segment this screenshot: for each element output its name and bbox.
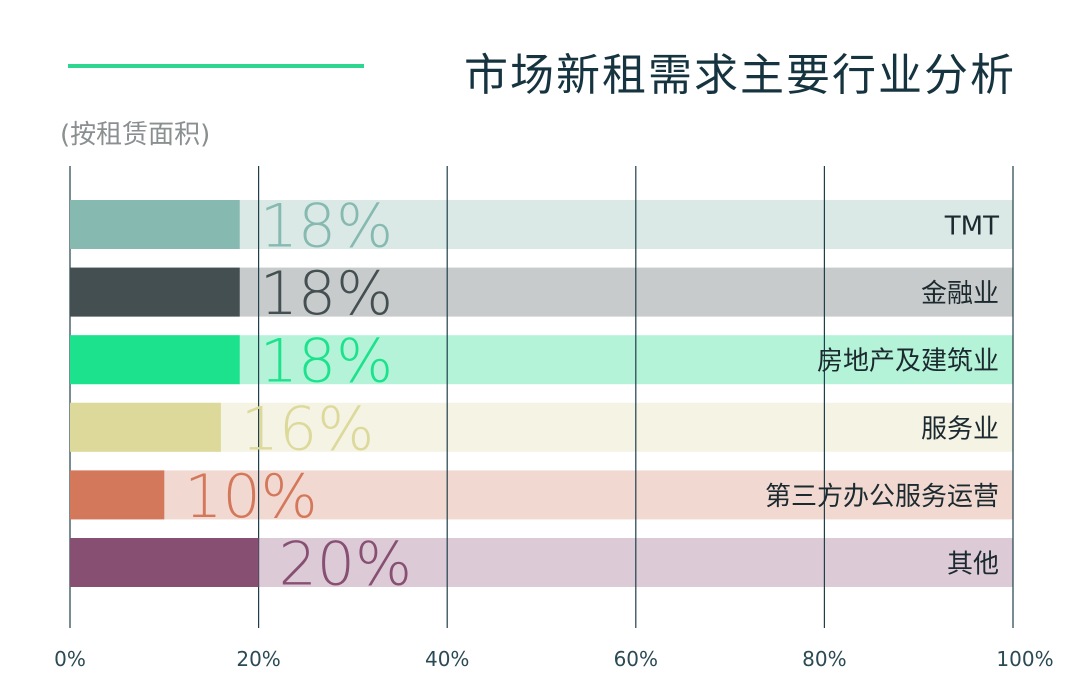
x-tick-label: 0% [54,647,86,671]
value-label: 18% [260,259,393,329]
bar [70,267,240,317]
value-label: 10% [184,462,317,532]
bar [70,335,240,385]
x-tick-label: 80% [802,647,846,671]
value-label: 16% [241,394,374,464]
bar [70,538,259,587]
chart-title: 市场新租需求主要行业分析 [464,50,1016,101]
x-tick-label: 20% [236,647,280,671]
bar-track [70,470,1013,520]
category-label: 金融业 [921,279,999,309]
x-tick-label: 100% [996,647,1053,671]
bar [70,402,221,452]
x-tick-label: 60% [614,647,658,671]
category-label: TMT [944,212,999,242]
category-label: 服务业 [921,414,999,444]
category-label: 房地产及建筑业 [817,347,999,377]
title-accent-line [68,64,364,68]
bar [70,200,240,249]
bar [70,470,165,520]
chart-subtitle: (按租赁面积) [60,120,211,150]
bar-track [70,402,1013,452]
x-tick-label: 40% [425,647,469,671]
value-label: 18% [260,192,393,262]
category-label: 其他 [947,550,999,580]
value-label: 20% [279,530,412,600]
value-label: 18% [260,327,393,397]
category-label: 第三方办公服务运营 [765,482,999,512]
